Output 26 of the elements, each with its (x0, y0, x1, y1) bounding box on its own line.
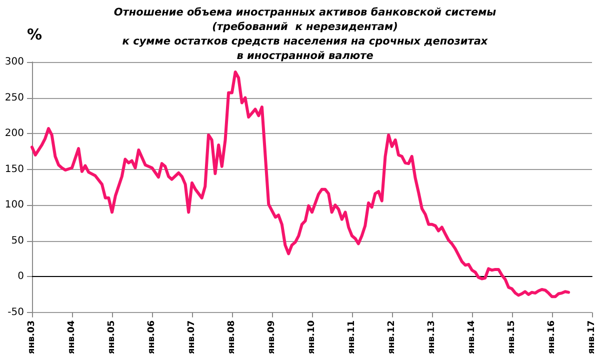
y-tick-label: 0 (18, 271, 24, 282)
chart-title: Отношение объема иностранных активов банковской системы (требований к нерезидентам) к сумме остатков средств населения на срочных депозитах в иностранной валюте (114, 6, 497, 62)
x-tick-label: янв.12 (386, 320, 397, 354)
y-axis-title: % (27, 26, 42, 44)
x-tick-label: янв.06 (147, 320, 158, 354)
x-tick-label: янв.15 (506, 320, 517, 354)
y-tick-label: 250 (4, 92, 24, 104)
x-tick-label: янв.13 (427, 320, 438, 354)
y-tick-label: 300 (4, 56, 24, 68)
x-tick-label: янв.05 (107, 320, 118, 354)
y-tick-label: 100 (4, 200, 24, 211)
y-tick-label: 200 (4, 128, 24, 140)
x-tick-label: янв.03 (27, 320, 37, 354)
x-tick-label: янв.07 (186, 320, 197, 354)
x-tick-label: янв.14 (466, 320, 477, 354)
x-tick-label: янв.17 (587, 320, 597, 354)
x-tick-label: янв.16 (546, 320, 557, 354)
x-tick-label: янв.11 (346, 320, 357, 354)
y-tick-label: -50 (8, 306, 24, 318)
x-tick-label: янв.09 (267, 320, 278, 354)
y-tick-label: 150 (4, 164, 24, 175)
x-tick-label: янв.10 (307, 320, 317, 354)
y-tick-label: 50 (11, 235, 24, 246)
x-tick-label: янв.04 (66, 320, 77, 354)
x-tick-label: янв.08 (226, 320, 237, 354)
line-series (30, 70, 570, 298)
